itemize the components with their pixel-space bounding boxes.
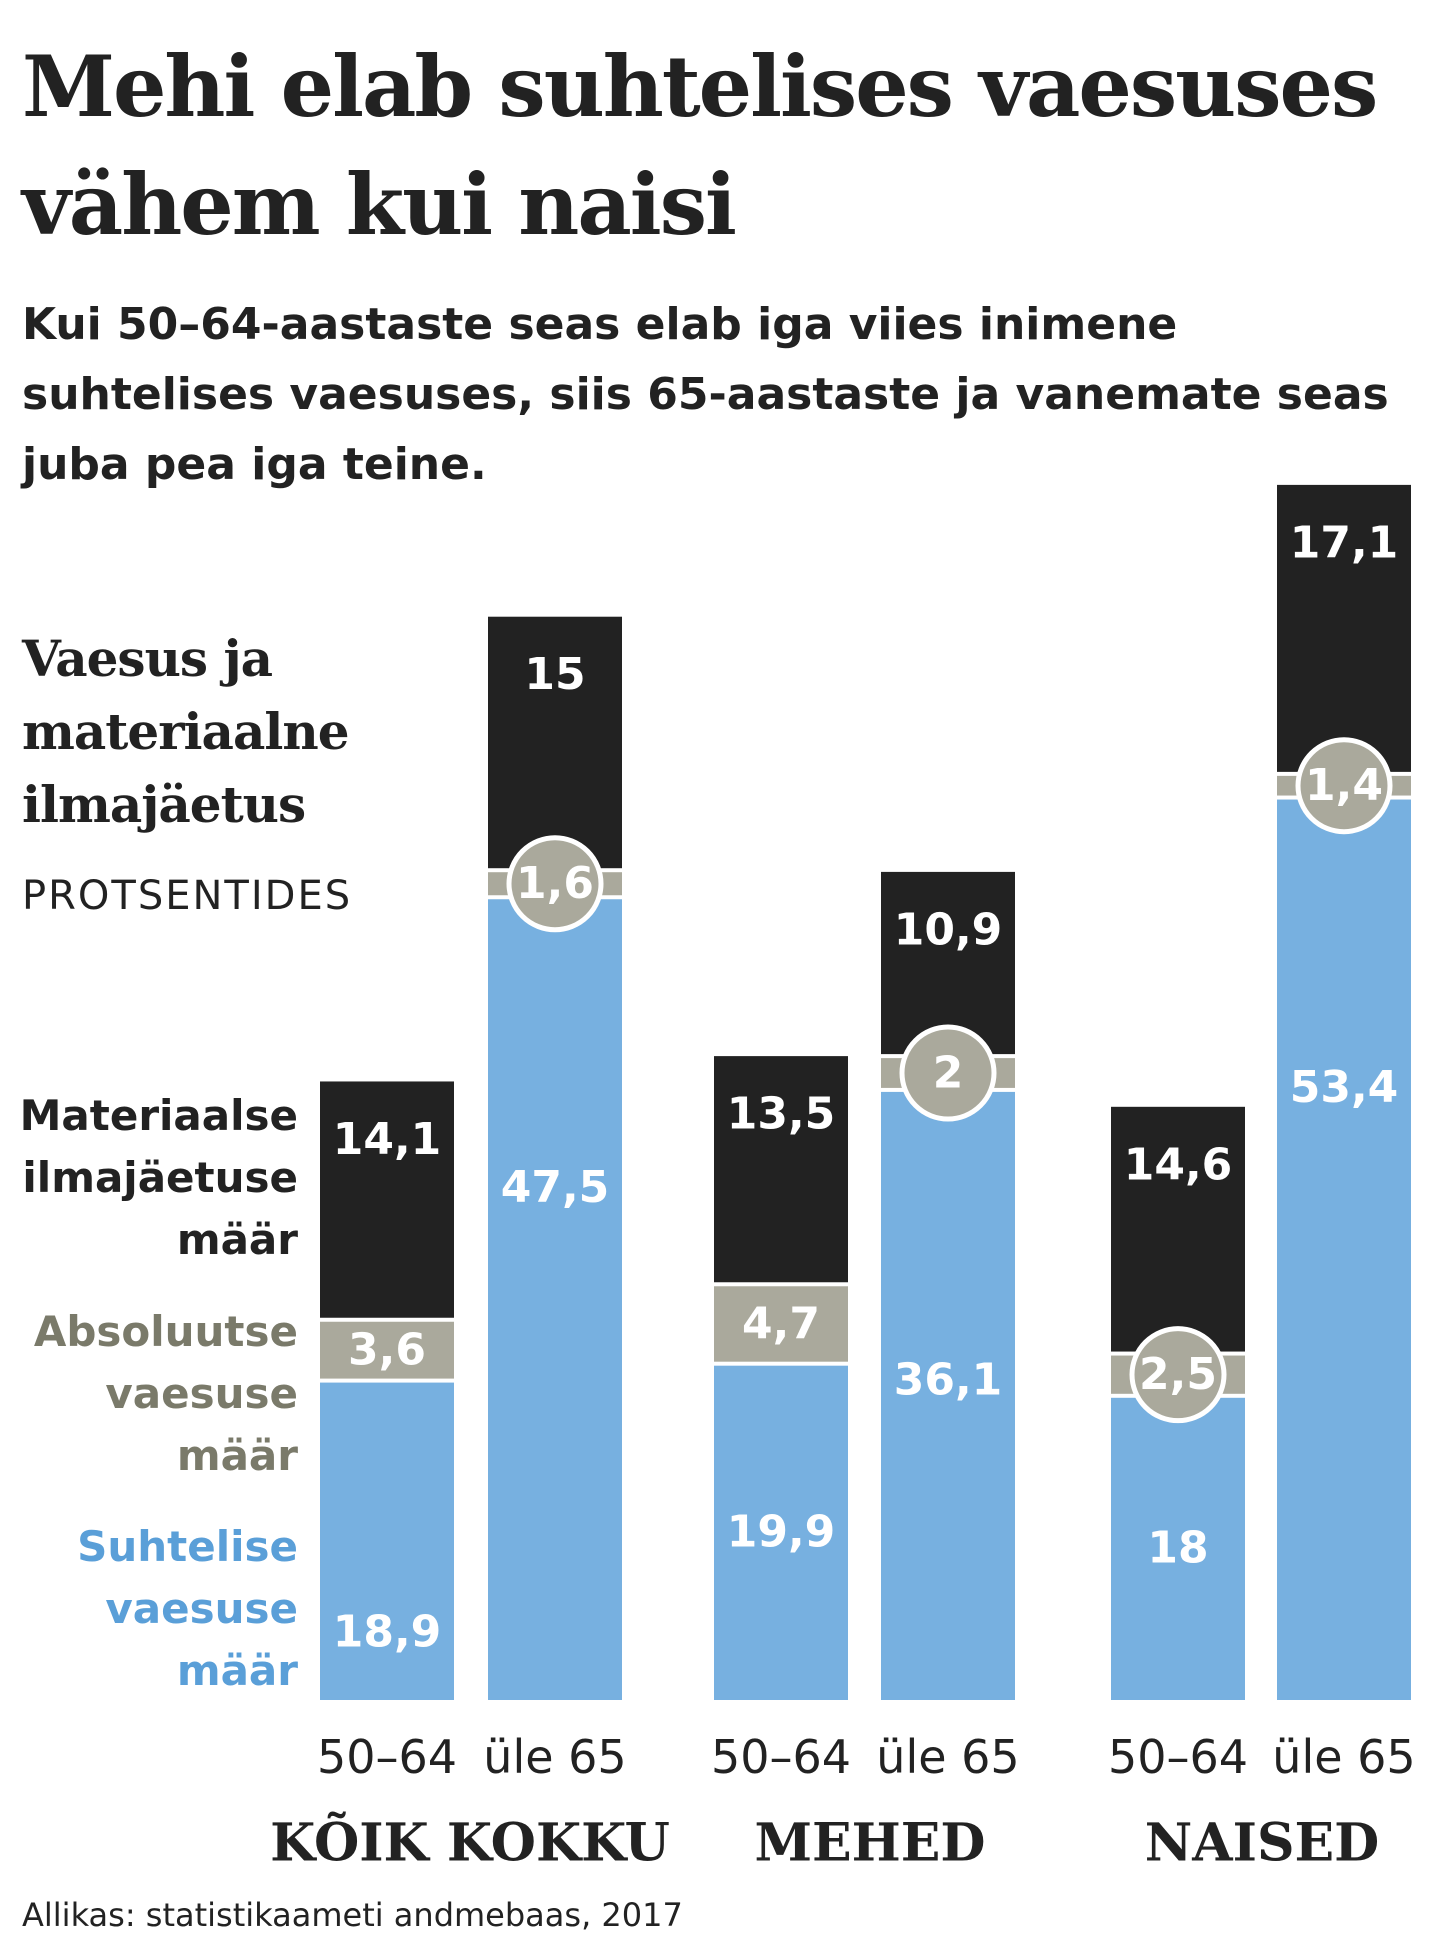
label-absolute-g2-c1: 1,4 (1305, 760, 1383, 811)
legend-material-deprivation: Materiaalse ilmajäetuse määr (19, 1091, 298, 1264)
label-relative-g1-c0: 19,9 (727, 1506, 836, 1557)
category-label-g2-c0: 50–64 (1108, 1730, 1248, 1784)
category-label-g2-c1: üle 65 (1272, 1730, 1415, 1784)
label-absolute-g0-c0: 3,6 (348, 1325, 426, 1376)
bar-material-g0-c1 (488, 616, 622, 869)
absolute-marker-g0-c1 (506, 835, 604, 933)
label-material-g2-c0: 14,6 (1124, 1139, 1233, 1190)
bar-material-g1-c1 (881, 871, 1015, 1055)
legend-relative-poverty: Suhtelise vaesuse määr (77, 1522, 298, 1695)
label-material-g0-c1: 15 (524, 649, 585, 700)
label-material-g1-c0: 13,5 (727, 1089, 836, 1140)
label-relative-g2-c0: 18 (1147, 1522, 1208, 1573)
label-relative-g0-c1: 47,5 (501, 1162, 610, 1213)
label-absolute-g1-c1: 2 (933, 1048, 964, 1099)
label-material-g1-c1: 10,9 (894, 904, 1003, 955)
category-label-g1-c0: 50–64 (711, 1730, 851, 1784)
source-note: Allikas: statistikaameti andmebaas, 2017 (22, 1896, 683, 1934)
bar-material-g0-c0 (320, 1081, 454, 1318)
chart-title: Mehi elab suhtelises vaesuses vähem kui … (22, 37, 1378, 254)
label-material-g2-c1: 17,1 (1290, 517, 1399, 568)
bar-absolute-g1-c0 (714, 1286, 848, 1362)
category-label-g0-c1: üle 65 (483, 1730, 626, 1784)
absolute-marker-g2-c0 (1129, 1326, 1227, 1424)
bar-relative-g1-c1 (881, 1091, 1015, 1700)
bar-absolute-g0-c0 (320, 1321, 454, 1379)
bar-relative-g0-c1 (488, 899, 622, 1700)
chart-heading: Vaesus ja materiaalne ilmajäetus (22, 629, 350, 834)
chart-subtitle: Kui 50–64-aastaste seas elab iga viies i… (22, 299, 1389, 490)
bar-relative-g2-c1 (1277, 799, 1411, 1700)
label-material-g0-c0: 14,1 (333, 1114, 442, 1165)
label-absolute-g0-c1: 1,6 (516, 858, 594, 909)
bar-material-g2-c0 (1111, 1106, 1245, 1352)
category-label-g1-c1: üle 65 (876, 1730, 1019, 1784)
category-label-g0-c0: 50–64 (317, 1730, 457, 1784)
bar-material-g1-c0 (714, 1056, 848, 1283)
label-relative-g2-c1: 53,4 (1290, 1062, 1399, 1113)
absolute-marker-g1-c1 (899, 1024, 997, 1122)
label-absolute-g2-c0: 2,5 (1139, 1349, 1217, 1400)
bar-relative-g1-c0 (714, 1365, 848, 1700)
legend-absolute-poverty: Absoluutse vaesuse määr (33, 1307, 298, 1480)
group-label-0: KÕIK KOKKU (270, 1812, 670, 1871)
label-relative-g0-c0: 18,9 (333, 1607, 442, 1658)
group-label-2: NAISED (1145, 1813, 1379, 1871)
stacked-bar-chart: 14,1 18,9 3,6 50–64 15 47,5 1,6 üle 65 KÕIK KOKK… (270, 484, 1416, 1871)
absolute-marker-g2-c1 (1295, 737, 1393, 835)
group-label-1: MEHED (754, 1813, 985, 1871)
bar-relative-g2-c0 (1111, 1397, 1245, 1700)
unit-label: PROTSENTIDES (22, 873, 353, 919)
label-absolute-g1-c0: 4,7 (742, 1298, 820, 1349)
bar-relative-g0-c0 (320, 1382, 454, 1700)
bar-material-g2-c1 (1277, 484, 1411, 772)
label-relative-g1-c1: 36,1 (894, 1354, 1003, 1405)
